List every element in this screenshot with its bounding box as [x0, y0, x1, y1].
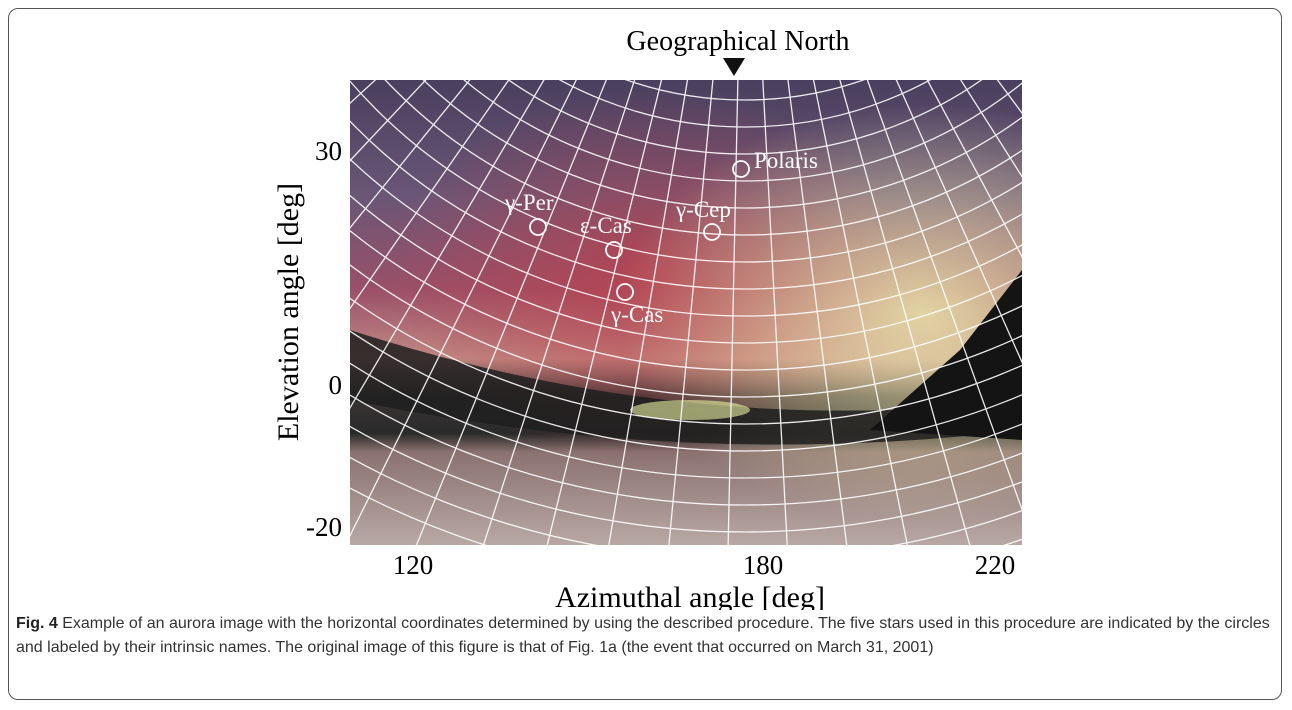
- star-label: γ-Cep: [675, 197, 731, 222]
- x-tick-label: 120: [393, 550, 434, 580]
- grid-line: [998, 0, 1292, 222]
- figure: Geographical North 30 0 -20 120 180 220 …: [0, 0, 1292, 610]
- y-tick-label: 30: [315, 136, 342, 166]
- x-tick-label: 180: [743, 550, 784, 580]
- page: Geographical North 30 0 -20 120 180 220 …: [0, 0, 1292, 710]
- star-label: γ-Cas: [610, 302, 663, 327]
- x-axis-label: Azimuthal angle [deg]: [555, 581, 825, 610]
- y-tick-label: 0: [329, 370, 343, 400]
- y-axis-label: Elevation angle [deg]: [272, 183, 305, 441]
- y-tick-label: -20: [306, 512, 342, 542]
- star-label: Polaris: [754, 148, 818, 173]
- caption-text: Example of an aurora image with the hori…: [16, 615, 1270, 656]
- star-label: γ-Per: [504, 190, 554, 215]
- star-label: ε-Cas: [580, 213, 632, 238]
- caption: Fig. 4 Example of an aurora image with t…: [16, 612, 1278, 660]
- north-label: Geographical North: [626, 26, 849, 57]
- x-tick-label: 220: [975, 550, 1016, 580]
- grid-line: [986, 0, 1292, 277]
- north-marker: [723, 58, 745, 76]
- caption-label: Fig. 4: [16, 615, 58, 632]
